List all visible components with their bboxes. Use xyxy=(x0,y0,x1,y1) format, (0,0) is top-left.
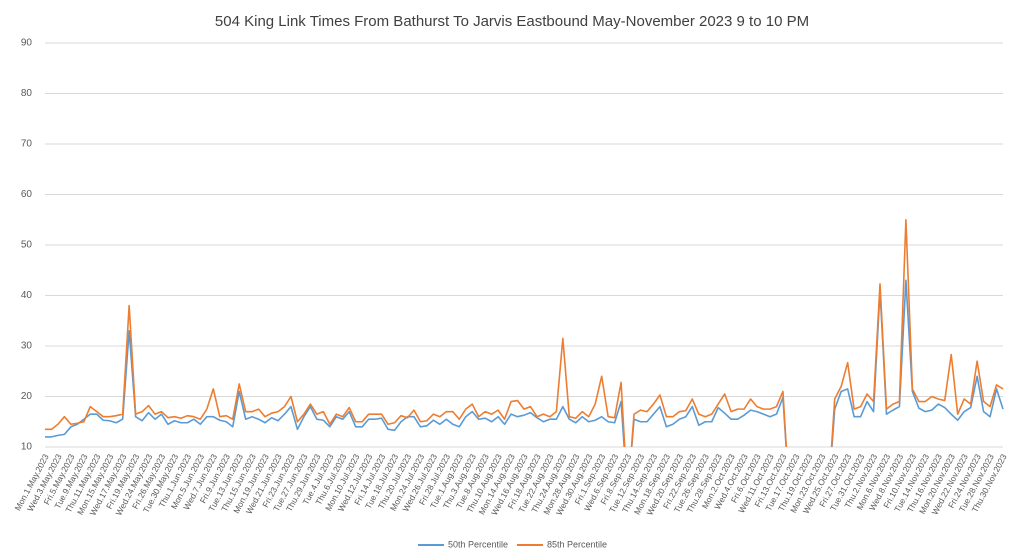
chart-title: 504 King Link Times From Bathurst To Jar… xyxy=(215,13,809,30)
legend-label: 50th Percentile xyxy=(448,539,508,549)
y-tick-label: 70 xyxy=(21,139,33,150)
y-tick-label: 80 xyxy=(21,88,33,99)
y-tick-label: 30 xyxy=(21,341,33,352)
y-tick-label: 90 xyxy=(21,38,33,49)
series-line xyxy=(45,279,1004,447)
y-tick-label: 60 xyxy=(21,189,33,200)
y-tick-label: 50 xyxy=(21,240,33,251)
legend-label: 85th Percentile xyxy=(547,539,607,549)
y-tick-label: 40 xyxy=(21,290,33,301)
y-tick-label: 20 xyxy=(21,391,33,402)
y-tick-label: 10 xyxy=(21,442,33,453)
series-line xyxy=(45,218,1004,447)
